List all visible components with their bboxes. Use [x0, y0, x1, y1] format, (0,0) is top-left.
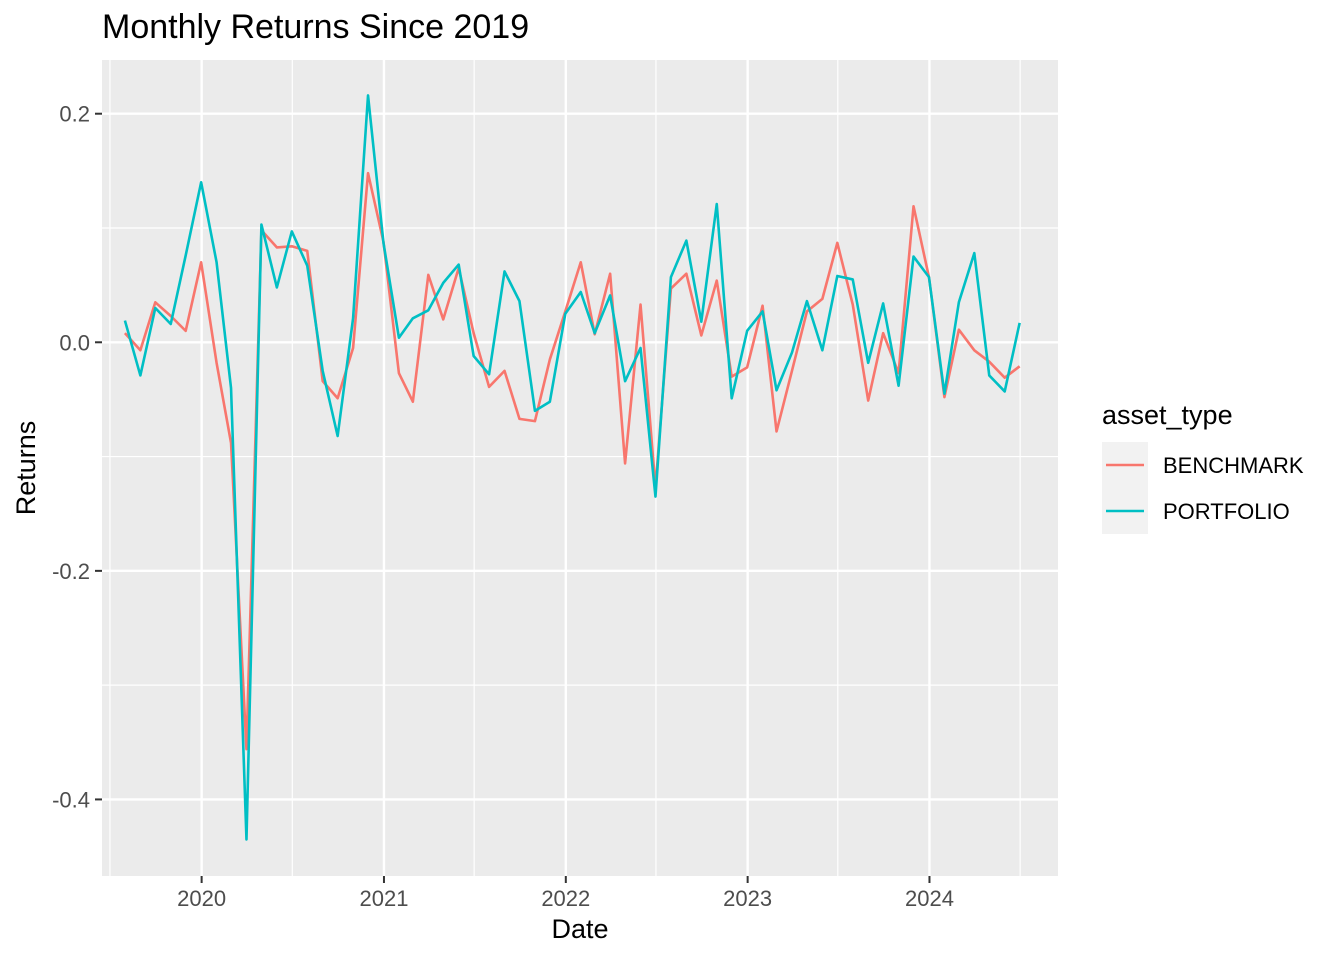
legend: asset_type BENCHMARK PORTFOLIO: [1102, 400, 1304, 534]
legend-key-background: [1102, 442, 1148, 534]
series-line-benchmark: [123, 171, 1021, 751]
y-tick-label: -0.4: [52, 787, 90, 812]
x-axis: 2020 2021 2022 2023 2024: [177, 876, 954, 911]
legend-label-benchmark: BENCHMARK: [1163, 453, 1304, 478]
x-tick-label: 2024: [905, 886, 954, 911]
x-tick-label: 2020: [177, 886, 226, 911]
series-lines: [123, 94, 1021, 841]
x-tick-label: 2023: [723, 886, 772, 911]
x-tick-label: 2022: [541, 886, 590, 911]
grid-major: [102, 60, 1058, 876]
y-axis: -0.4 -0.2 0.0 0.2: [52, 102, 102, 812]
x-tick-label: 2021: [359, 886, 408, 911]
legend-label-portfolio: PORTFOLIO: [1163, 499, 1290, 524]
y-tick-label: -0.2: [52, 559, 90, 584]
y-axis-title: Returns: [11, 421, 41, 516]
y-tick-label: 0.2: [59, 102, 90, 127]
x-axis-title: Date: [551, 914, 608, 944]
series-line-portfolio: [123, 94, 1021, 841]
legend-title: asset_type: [1102, 400, 1233, 430]
y-tick-label: 0.0: [59, 330, 90, 355]
chart-title: Monthly Returns Since 2019: [102, 8, 529, 46]
plot-panel: [102, 60, 1058, 876]
